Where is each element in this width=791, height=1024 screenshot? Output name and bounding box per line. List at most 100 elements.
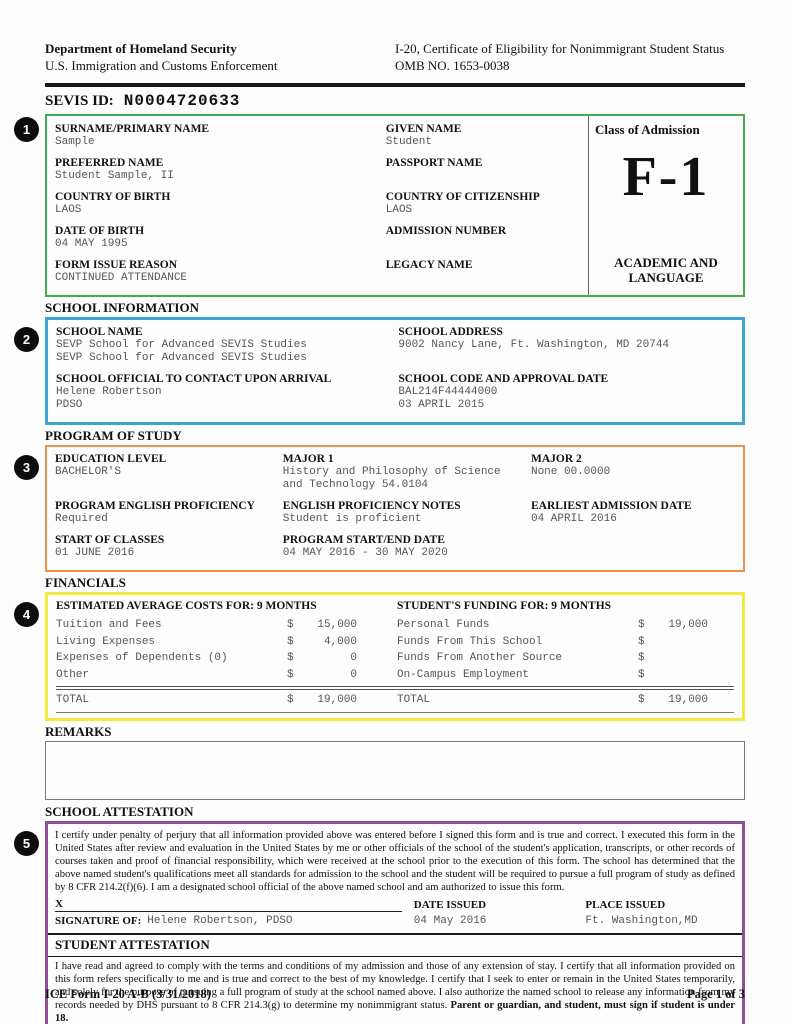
student-attestation-heading: STUDENT ATTESTATION xyxy=(48,932,742,957)
funding-name: Funds From This School xyxy=(397,635,543,648)
funding-total-amount: 19,000 xyxy=(668,694,708,706)
currency-symbol: $ xyxy=(287,652,294,664)
school-address-value: 9002 Nancy Lane, Ft. Washington, MD 2074… xyxy=(398,339,670,351)
financials-columns: ESTIMATED AVERAGE COSTS FOR: 9 MONTHS Tu… xyxy=(56,600,734,683)
step-badge-3: 3 xyxy=(14,455,39,480)
form-footer: ICE Form I-20 A-B (3/31/2018) Page 1 of … xyxy=(45,987,745,1002)
class-of-admission-title: Class of Admission xyxy=(595,122,700,137)
cost-row: Living Expenses $4,000 xyxy=(56,634,357,651)
admission-number-value xyxy=(386,238,580,251)
citizenship-value: LAOS xyxy=(385,204,413,216)
field-row: SCHOOL OFFICIAL TO CONTACT UPON ARRIVAL … xyxy=(56,373,734,412)
earliest-admission-label: EARLIEST ADMISSION DATE xyxy=(530,500,692,512)
student-attestation-text: I have read and agreed to comply with th… xyxy=(55,960,735,1024)
field-row: COUNTRY OF BIRTH LAOS COUNTRY OF CITIZENS… xyxy=(55,191,580,217)
form-title-block: I-20, Certificate of Eligibility for Non… xyxy=(395,40,745,74)
funding-row: Funds From This School $ xyxy=(397,634,708,651)
signature-of-label: SIGNATURE OF: xyxy=(55,914,142,927)
funding-name: On-Campus Employment xyxy=(397,668,530,681)
empty-value xyxy=(531,534,735,547)
section-program-of-study: 3 EDUCATION LEVEL BACHELOR'S MAJOR 1 Histo… xyxy=(14,445,745,572)
funding-amount xyxy=(656,634,708,651)
school-official-label: SCHOOL OFFICIAL TO CONTACT UPON ARRIVAL xyxy=(56,373,332,385)
agency-block: Department of Homeland Security U.S. Imm… xyxy=(45,40,395,74)
school-name-label: SCHOOL NAME xyxy=(56,326,143,338)
proficiency-notes-value: Student is proficient xyxy=(282,513,422,525)
form-issue-reason-label: FORM ISSUE REASON xyxy=(55,259,178,271)
passport-name-value xyxy=(386,170,580,183)
form-issue-reason-value: CONTINUED ATTENDANCE xyxy=(55,272,188,284)
cost-name: Other xyxy=(56,668,90,681)
legacy-name-value xyxy=(386,272,580,285)
step-badge-2: 2 xyxy=(14,327,39,352)
cost-row: Other $0 xyxy=(56,667,357,684)
currency-symbol: $ xyxy=(638,619,645,631)
program-of-study-box: EDUCATION LEVEL BACHELOR'S MAJOR 1 History… xyxy=(45,445,745,572)
currency-symbol: $ xyxy=(638,694,645,706)
student-attestation-bold-note: Parent or guardian, and student, must si… xyxy=(55,1000,735,1024)
program-of-study-heading: PROGRAM OF STUDY xyxy=(45,428,182,443)
school-name-line2: SEVP School for Advanced SEVIS Studies xyxy=(56,352,307,364)
english-proficiency-label: PROGRAM ENGLISH PROFICIENCY xyxy=(55,500,255,512)
field-row: SCHOOL NAME SEVP School for Advanced SEV… xyxy=(56,326,734,365)
citizenship-label: COUNTRY OF CITIZENSHIP xyxy=(385,191,540,203)
page-indicator: Page 1 of 3 xyxy=(687,987,745,1001)
sevis-id-row: SEVIS ID: N0004720633 xyxy=(45,92,745,110)
totals-divider xyxy=(56,686,734,690)
funding-amount: 19,000 xyxy=(668,619,708,631)
omb-number: OMB NO. 1653-0038 xyxy=(395,58,510,73)
english-proficiency-value: Required xyxy=(55,513,108,525)
estimated-costs-title: ESTIMATED AVERAGE COSTS FOR: 9 MONTHS xyxy=(56,600,317,612)
cost-amount: 15,000 xyxy=(317,619,357,631)
school-official-name: Helene Robertson xyxy=(56,386,162,398)
personal-info-box: SURNAME/PRIMARY NAME Sample GIVEN NAME Stu… xyxy=(45,114,745,297)
place-issued-label: PLACE ISSUED xyxy=(585,898,666,911)
attestation-box: I certify under penalty of perjury that … xyxy=(45,820,745,1024)
cost-row: Expenses of Dependents (0) $0 xyxy=(56,650,357,667)
cost-row: Tuition and Fees $15,000 xyxy=(56,617,357,634)
given-name-label: GIVEN NAME xyxy=(385,123,462,135)
legacy-name-label: LEGACY NAME xyxy=(385,259,473,271)
proficiency-notes-label: ENGLISH PROFICIENCY NOTES xyxy=(282,500,461,512)
student-funding-title: STUDENT'S FUNDING FOR: 9 MONTHS xyxy=(397,600,612,612)
class-of-admission-subtitle: ACADEMIC AND LANGUAGE xyxy=(614,255,718,285)
estimated-costs-column: ESTIMATED AVERAGE COSTS FOR: 9 MONTHS Tu… xyxy=(56,600,395,683)
funding-total-label: TOTAL xyxy=(397,694,431,706)
sevis-id-label: SEVIS ID: xyxy=(45,93,114,109)
step-badge-5: 5 xyxy=(14,830,39,856)
financials-heading: FINANCIALS xyxy=(45,575,126,590)
funding-row: Funds From Another Source $ xyxy=(397,650,708,667)
preferred-name-value: Student Sample, II xyxy=(55,170,174,182)
cost-name: Tuition and Fees xyxy=(56,619,162,631)
section-personal-info: 1 SURNAME/PRIMARY NAME Sample GIVEN NAME S… xyxy=(14,114,745,297)
country-of-birth-value: LAOS xyxy=(55,204,82,216)
currency-symbol: $ xyxy=(287,635,294,648)
currency-symbol: $ xyxy=(287,694,294,706)
currency-symbol: $ xyxy=(638,652,645,664)
cost-name: Living Expenses xyxy=(56,635,156,648)
form-title: I-20, Certificate of Eligibility for Non… xyxy=(395,41,725,56)
school-attestation-text: I certify under penalty of perjury that … xyxy=(55,829,735,894)
school-signer-name: Helene Robertson, PDSO xyxy=(147,914,293,927)
funding-amount xyxy=(656,650,708,667)
field-row: PROGRAM ENGLISH PROFICIENCY Required ENGL… xyxy=(55,500,735,526)
agency-subname: U.S. Immigration and Customs Enforcement xyxy=(45,58,278,73)
major1-label: MAJOR 1 xyxy=(282,453,334,465)
student-attestation-body: I have read and agreed to comply with th… xyxy=(55,960,735,1012)
currency-symbol: $ xyxy=(638,635,645,648)
costs-total-amount: 19,000 xyxy=(317,694,357,706)
remarks-box xyxy=(45,740,745,800)
costs-total-label: TOTAL xyxy=(56,694,90,706)
place-issued-value: Ft. Washington,MD xyxy=(585,914,698,927)
date-issued-value: 04 May 2016 xyxy=(413,914,487,927)
school-attestation-heading: SCHOOL ATTESTATION xyxy=(45,803,194,819)
earliest-admission-value: 04 APRIL 2016 xyxy=(530,513,617,525)
major2-label: MAJOR 2 xyxy=(530,453,582,465)
field-row: PREFERRED NAME Student Sample, II PASSPOR… xyxy=(55,157,580,183)
start-of-classes-value: 01 JUNE 2016 xyxy=(55,547,135,559)
field-row: SURNAME/PRIMARY NAME Sample GIVEN NAME Stu… xyxy=(55,123,580,149)
surname-label: SURNAME/PRIMARY NAME xyxy=(55,123,210,135)
education-level-value: BACHELOR'S xyxy=(55,466,122,478)
form-number: ICE Form I-20 A-B (3/31/2018) xyxy=(45,987,211,1001)
step-badge-4: 4 xyxy=(14,602,39,627)
